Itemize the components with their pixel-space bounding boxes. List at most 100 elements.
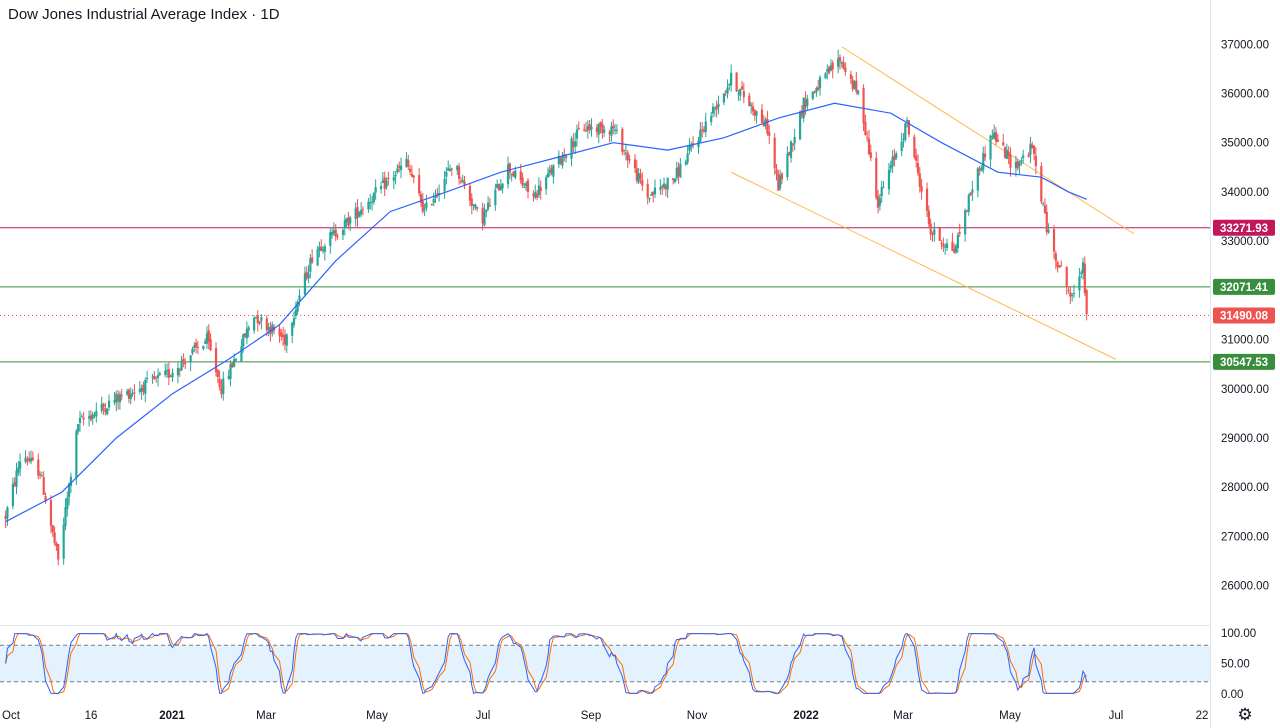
candle-body xyxy=(711,106,715,114)
candle-body xyxy=(318,246,321,251)
candle-body xyxy=(751,106,755,112)
x-tick-label: Nov xyxy=(687,710,708,722)
candle xyxy=(688,138,691,155)
candle-body xyxy=(842,62,845,69)
candle-body xyxy=(202,345,205,349)
candle xyxy=(62,517,65,565)
candle-body xyxy=(194,342,198,348)
candle-body xyxy=(944,246,947,248)
candle-body xyxy=(349,217,352,224)
candle xyxy=(637,167,640,185)
candle-body xyxy=(521,177,524,186)
candle xyxy=(559,157,562,166)
candle-body xyxy=(436,193,439,195)
candle-body xyxy=(165,370,169,372)
candle xyxy=(965,209,969,213)
candle-body xyxy=(893,155,896,161)
candle xyxy=(499,178,502,191)
candle xyxy=(399,157,403,179)
candle xyxy=(768,124,771,145)
candle xyxy=(635,160,638,184)
candle-body xyxy=(470,198,473,207)
candle-body xyxy=(572,141,575,147)
candle-body xyxy=(564,156,568,159)
osc-y-tick-label: 100.00 xyxy=(1221,628,1256,640)
candle xyxy=(532,190,535,202)
candle xyxy=(722,92,725,106)
candle xyxy=(282,326,285,346)
candle xyxy=(791,143,794,152)
candle xyxy=(436,187,439,198)
candle-body xyxy=(472,204,475,206)
candle xyxy=(234,358,238,363)
candle xyxy=(956,232,959,253)
candle xyxy=(686,145,689,166)
candle-body xyxy=(204,341,207,344)
candle-body xyxy=(113,400,116,403)
x-tick-label: Mar xyxy=(893,710,913,722)
candle xyxy=(701,122,704,138)
candle xyxy=(68,482,71,506)
candle-body xyxy=(967,195,970,212)
candle-body xyxy=(144,379,147,394)
candle-body xyxy=(75,431,78,478)
candle-body xyxy=(662,183,666,188)
candle-body xyxy=(82,417,85,420)
candle-body xyxy=(804,99,807,108)
candle xyxy=(902,133,905,148)
candle-body xyxy=(690,145,693,148)
candle xyxy=(1060,260,1063,267)
candle-body xyxy=(80,416,83,418)
candle-body xyxy=(726,87,729,94)
candle-body xyxy=(748,95,751,107)
candle xyxy=(291,321,294,344)
candle xyxy=(633,154,637,174)
candle-body xyxy=(753,110,756,116)
candle xyxy=(740,80,744,90)
candle-body xyxy=(523,187,526,189)
stochastic-band xyxy=(0,645,1210,682)
candle xyxy=(367,197,370,213)
candle-body xyxy=(370,202,374,204)
candle xyxy=(361,206,365,216)
x-tick-label: Jul xyxy=(476,710,491,722)
candle-body xyxy=(891,157,894,167)
candle xyxy=(323,243,326,261)
candle xyxy=(552,164,555,184)
candle xyxy=(476,206,479,212)
candle xyxy=(321,246,325,254)
candle xyxy=(838,54,842,70)
candle xyxy=(506,156,510,189)
candle xyxy=(715,100,718,118)
candle xyxy=(1002,133,1005,147)
candle-body xyxy=(409,168,412,172)
candle-body xyxy=(64,507,67,527)
candle-body xyxy=(218,379,221,388)
candle xyxy=(867,129,871,156)
candle-body xyxy=(739,88,742,96)
candle xyxy=(925,182,929,217)
candle xyxy=(320,239,323,252)
candle xyxy=(913,134,916,160)
gear-icon[interactable]: ⚙ xyxy=(1237,705,1253,724)
channel-lower-line xyxy=(730,171,1116,360)
candle-body xyxy=(789,141,793,158)
candle-body xyxy=(595,127,599,132)
candle xyxy=(40,471,44,477)
candle-body xyxy=(1022,155,1025,158)
y-tick-label: 37000.00 xyxy=(1221,39,1269,51)
candle xyxy=(866,131,869,142)
candle xyxy=(456,164,459,175)
candle-body xyxy=(545,177,548,190)
candle-body xyxy=(115,393,118,403)
candle-body xyxy=(838,57,842,62)
candle xyxy=(318,241,321,258)
candle-body xyxy=(151,376,154,378)
candle xyxy=(496,179,499,189)
candle-body xyxy=(372,192,375,203)
candle xyxy=(762,115,765,127)
candle xyxy=(510,173,513,182)
stochastic-k-line xyxy=(5,632,1088,695)
candle xyxy=(398,161,401,173)
